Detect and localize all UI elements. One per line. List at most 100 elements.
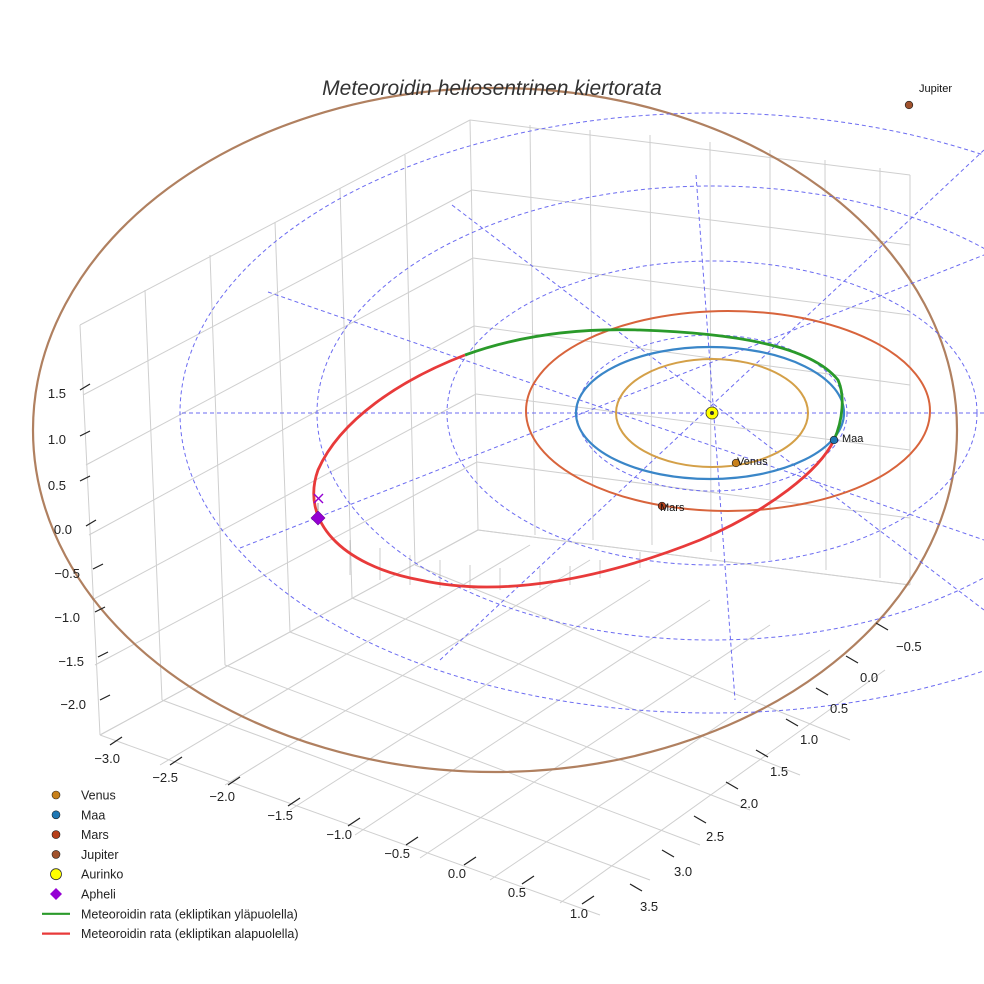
z-tick-label: 1.0 [48,432,66,447]
planet-label-maa: Maa [842,433,864,445]
y-tick-label: 0.0 [860,670,878,685]
y-tick-label: −0.5 [896,639,922,654]
x-tick-mark [227,776,241,786]
y-tick-mark [785,718,799,727]
z-tick-label: 0.5 [48,478,66,493]
axis-grid [79,119,911,916]
legend-label: Mars [81,828,109,842]
legend-label: Jupiter [81,848,119,862]
x-tick-label: −3.0 [94,751,120,766]
meteoroid-orbit-below [312,353,836,589]
legend-marker [51,850,61,859]
y-tick-mark [661,849,675,858]
z-tick-label: −1.5 [58,654,84,669]
x-tick-mark [581,895,595,905]
legend-entry: Venus [51,789,116,803]
meteoroid-orbit-above [464,328,844,441]
aphelion-cross-marker [313,493,324,504]
z-tick-label: −2.0 [60,697,86,712]
chart-title: Meteoroidin heliosentrinen kiertorata [322,77,662,100]
jupiter-orbit [31,86,959,774]
y-tick-mark [815,687,829,696]
planet-marker-mars [657,501,667,511]
planet-marker-maa [829,435,839,445]
legend-entry: Aurinko [50,868,123,882]
y-tick-label: 0.5 [830,701,848,716]
earth-orbit [574,345,846,481]
y-tick-mark [693,815,707,824]
legend-label: Aurinko [81,868,123,882]
legend-label: Meteoroidin rata (ekliptikan alapuolella… [81,927,298,941]
y-tick-label: 2.0 [740,796,758,811]
x-tick-mark [405,836,419,846]
x-tick-label: −0.5 [384,846,410,861]
y-tick-mark [725,781,739,790]
legend-marker [51,790,61,800]
x-tick-label: −2.5 [152,770,178,785]
mars-orbit [525,310,931,512]
z-tick-label: 1.5 [48,386,66,401]
z-tick-label: 0.0 [54,522,72,537]
z-tick-mark [99,694,111,701]
x-tick-label: 0.0 [448,866,466,881]
legend-entry: Mars [51,828,109,842]
z-tick-label: −0.5 [54,566,80,581]
x-tick-label: 0.5 [508,885,526,900]
x-axis-ticks: −3.0 −2.5 −2.0 −1.5 −1.0 −0.5 0.0 0.5 1.0 [94,736,595,921]
y-tick-mark [845,655,859,664]
z-tick-mark [85,519,97,527]
z-axis-ticks: 1.5 1.0 0.5 0.0 −0.5 −1.0 −1.5 −2.0 [48,383,111,712]
x-tick-label: −2.0 [209,789,235,804]
z-tick-mark [97,651,109,658]
legend-label: Maa [81,808,105,822]
legend-marker [50,888,62,900]
legend-entry: Jupiter [51,848,119,862]
x-tick-label: 1.0 [570,906,588,921]
z-tick-mark [94,606,106,613]
x-tick-label: −1.5 [267,808,293,823]
x-tick-mark [109,736,123,746]
planet-markers: Venus Maa Mars Jupiter [657,83,952,514]
planet-label-jupiter: Jupiter [919,83,952,95]
x-tick-mark [463,856,477,866]
x-tick-mark [287,797,301,807]
legend-entry: Maa [51,808,105,822]
legend: Venus Maa Mars Jupiter Aurinko Apheli Meteoroi… [42,789,298,941]
aphelion-marker [310,510,326,526]
sun-marker [705,406,719,420]
y-tick-label: 2.5 [706,829,724,844]
ecliptic-grid [179,112,984,714]
x-tick-mark [521,875,535,885]
y-tick-label: 1.5 [770,764,788,779]
venus-orbit [615,358,809,468]
z-tick-mark [79,475,91,482]
y-tick-mark [755,749,769,758]
x-tick-label: −1.0 [326,827,352,842]
legend-marker [50,868,62,881]
legend-label: Apheli [81,888,116,902]
legend-label: Venus [81,789,116,803]
y-tick-label: 1.0 [800,732,818,747]
x-tick-mark [347,817,361,827]
z-tick-mark [79,383,91,391]
legend-marker [51,810,61,820]
x-tick-mark [169,756,183,766]
y-tick-mark [629,883,643,892]
z-tick-mark [92,563,104,570]
z-tick-label: −1.0 [54,610,80,625]
legend-label: Meteoroidin rata (ekliptikan yläpuolella… [81,907,298,921]
planet-marker-jupiter [904,100,914,110]
planet-label-mars: Mars [660,502,685,514]
legend-entry: Meteoroidin rata (ekliptikan yläpuolella… [42,907,298,921]
y-tick-label: 3.5 [640,899,658,914]
planet-label-venus: Venus [737,456,768,468]
z-tick-mark [79,430,91,437]
legend-entry: Meteoroidin rata (ekliptikan alapuolella… [42,927,298,941]
y-axis-ticks: −0.5 0.0 0.5 1.0 1.5 2.0 2.5 3.0 3.5 [629,622,922,914]
y-tick-label: 3.0 [674,864,692,879]
legend-marker [51,830,61,839]
legend-entry: Apheli [50,888,116,902]
planet-marker-venus [731,458,741,468]
